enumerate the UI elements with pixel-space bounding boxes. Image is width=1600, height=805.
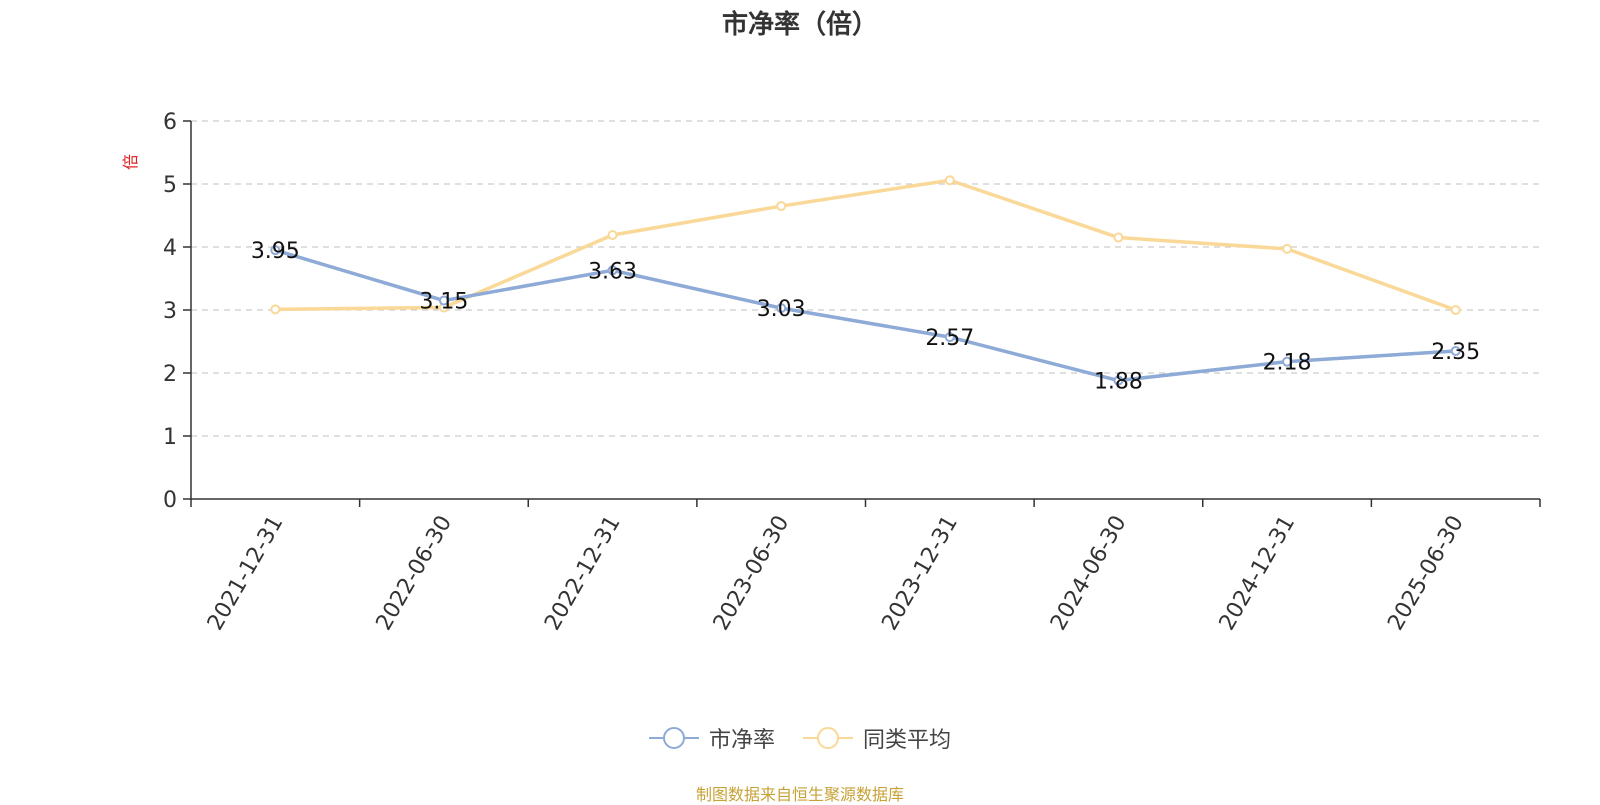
data-point-pb-ratio: [270, 245, 281, 256]
data-point-pb-ratio: [944, 332, 955, 343]
y-tick-label: 4: [163, 236, 177, 261]
data-point-peer-average: [1113, 232, 1124, 243]
x-tick-label: 2022-06-30: [372, 512, 458, 635]
x-tick-label: 2022-12-31: [540, 512, 626, 635]
data-label-pb-ratio: 3.63: [588, 259, 637, 284]
data-point-pb-ratio: [1450, 345, 1461, 356]
data-label-pb-ratio: 3.15: [419, 290, 468, 315]
data-label-pb-ratio: 1.88: [1094, 370, 1143, 395]
y-tick-label: 1: [163, 425, 177, 450]
y-tick-label: 0: [163, 488, 177, 513]
data-point-peer-average: [270, 304, 281, 315]
data-point-pb-ratio: [607, 265, 618, 276]
legend-line-circle-icon: [803, 727, 853, 749]
chart-legend: 市净率 同类平均: [0, 722, 1600, 754]
data-point-pb-ratio: [776, 303, 787, 314]
data-point-peer-average: [607, 230, 618, 241]
legend-label-peer-average: 同类平均: [863, 728, 952, 753]
x-tick-label: 2025-06-30: [1383, 512, 1469, 635]
series-line-pb-ratio: [274, 248, 1456, 383]
chart-title: 市净率（倍）: [721, 10, 878, 40]
x-tick-label: 2021-12-31: [203, 512, 289, 635]
data-source-note: 制图数据来自恒生聚源数据库: [695, 785, 904, 804]
data-point-pb-ratio: [1113, 375, 1124, 386]
data-point-peer-average: [1282, 243, 1293, 254]
y-tick-label: 5: [163, 173, 177, 198]
x-tick-label: 2023-12-31: [877, 512, 963, 635]
data-point-pb-ratio: [438, 295, 449, 306]
data-label-pb-ratio: 2.18: [1263, 351, 1312, 376]
x-tick-label: 2023-06-30: [709, 512, 795, 635]
y-tick-label: 6: [163, 110, 177, 135]
data-label-pb-ratio: 2.35: [1431, 340, 1480, 365]
y-tick-label: 3: [163, 299, 177, 324]
legend-line-circle-icon: [648, 727, 699, 749]
x-tick-label: 2024-12-31: [1215, 512, 1301, 635]
data-label-pb-ratio: 3.95: [251, 239, 300, 264]
legend-item-pb-ratio[interactable]: 市净率: [648, 722, 775, 754]
data-point-peer-average: [944, 175, 955, 186]
data-point-peer-average: [776, 201, 787, 212]
x-tick-label: 2024-06-30: [1046, 512, 1132, 635]
y-axis-unit-label: 倍: [121, 154, 140, 170]
data-point-peer-average: [1450, 305, 1461, 315]
data-label-pb-ratio: 3.03: [757, 297, 806, 322]
data-point-pb-ratio: [1282, 356, 1293, 367]
y-tick-label: 2: [163, 362, 177, 387]
legend-label-pb-ratio: 市净率: [708, 728, 775, 753]
legend-item-peer-average[interactable]: 同类平均: [803, 722, 951, 754]
data-label-pb-ratio: 2.57: [925, 326, 974, 351]
